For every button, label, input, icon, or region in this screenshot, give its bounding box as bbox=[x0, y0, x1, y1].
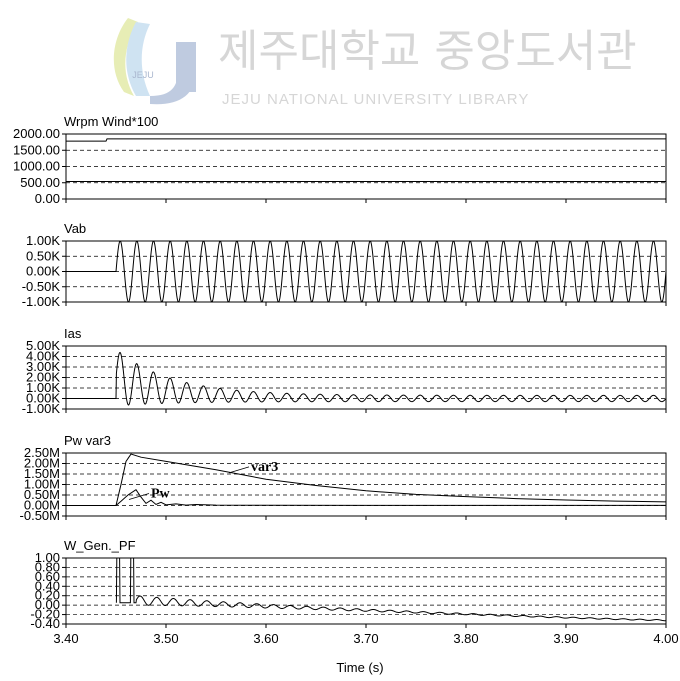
series-line-ias bbox=[66, 351, 666, 406]
y-tick-label: 2.50M bbox=[24, 445, 60, 460]
watermark-english: JEJU NATIONAL UNIVERSITY LIBRARY bbox=[222, 91, 529, 108]
panel-title: Pw var3 bbox=[64, 433, 111, 448]
y-tick-label: 0.80 bbox=[35, 559, 60, 574]
y-tick-label: 0.00 bbox=[35, 597, 60, 612]
y-tick-label: 0.00K bbox=[26, 264, 60, 279]
y-tick-label: 0.20 bbox=[35, 588, 60, 603]
annotation-arrow bbox=[228, 466, 250, 474]
panel-5: W_Gen._PF -0.40-0.200.000.200.400.600.801… bbox=[30, 538, 667, 631]
plot-frame bbox=[65, 133, 667, 200]
y-tick-label: -1.00K bbox=[22, 294, 61, 309]
watermark-korean: 제주대학교 중앙도서관 bbox=[218, 26, 637, 77]
x-tick-label: 3.80 bbox=[453, 631, 478, 646]
y-tick-label: -0.50K bbox=[22, 279, 61, 294]
y-tick-label: 1500.00 bbox=[13, 142, 60, 157]
y-tick-label: -0.50M bbox=[20, 508, 60, 523]
y-tick-label: 3.00K bbox=[26, 359, 60, 374]
y-tick-label: -0.40 bbox=[30, 616, 60, 631]
plot-frame bbox=[65, 557, 667, 625]
y-tick-label: 2.00M bbox=[24, 456, 60, 471]
series-line-var3 bbox=[66, 453, 666, 506]
y-tick-label: 1.50M bbox=[24, 466, 60, 481]
y-tick-label: 1.00M bbox=[24, 477, 60, 492]
annotation-arrow bbox=[128, 493, 150, 500]
y-tick-label: 0.50M bbox=[24, 487, 60, 502]
y-tick-label: 0.00M bbox=[24, 498, 60, 513]
panel-4: Pw var3 -0.50M0.00M0.50M1.00M1.50M2.00M2.… bbox=[20, 433, 667, 523]
x-tick-label: 3.60 bbox=[253, 631, 278, 646]
y-tick-label: 1.00 bbox=[35, 550, 60, 565]
x-axis-label: Time (s) bbox=[336, 660, 383, 675]
y-tick-label: -0.20 bbox=[30, 607, 60, 622]
x-axis: 3.40 3.50 3.60 3.70 3.80 3.90 4.00 bbox=[53, 631, 678, 646]
series-line-pw bbox=[66, 489, 666, 506]
x-tick-label: 4.00 bbox=[653, 631, 678, 646]
y-tick-label: 2000.00 bbox=[13, 126, 60, 141]
x-tick-label: 3.90 bbox=[553, 631, 578, 646]
series-line-vab bbox=[66, 241, 666, 302]
y-tick-label: 1.00K bbox=[26, 380, 60, 395]
annotation-label: var3 bbox=[251, 460, 278, 475]
y-tick-label: 0.60 bbox=[35, 569, 60, 584]
y-tick-label: 5.00K bbox=[26, 338, 60, 353]
y-tick-label: 1.00K bbox=[26, 233, 60, 248]
y-tick-label: 0.00K bbox=[26, 391, 60, 406]
x-tick-label: 3.40 bbox=[53, 631, 78, 646]
panel-title: Wrpm Wind*100 bbox=[64, 114, 158, 129]
annotation-label: Pw bbox=[151, 487, 171, 502]
panel-title: Vab bbox=[64, 221, 86, 236]
y-tick-label: 0.50K bbox=[26, 248, 60, 263]
library-logo-icon: JEJU bbox=[113, 18, 196, 105]
watermark: JEJU 제주대학교 중앙도서관 JEJU NATIONAL UNIVERSIT… bbox=[113, 18, 637, 108]
plot-frame bbox=[65, 452, 667, 517]
series-line-w-gen-pf bbox=[115, 558, 666, 622]
y-tick-label: 2.00K bbox=[26, 370, 60, 385]
x-tick-label: 3.70 bbox=[353, 631, 378, 646]
y-tick-label: -1.00K bbox=[22, 401, 61, 416]
x-tick-label: 3.50 bbox=[153, 631, 178, 646]
y-tick-label: 500.00 bbox=[20, 175, 60, 190]
y-tick-label: 0.00 bbox=[35, 191, 60, 206]
panels: Wrpm Wind*1000.00500.001000.001500.00200… bbox=[13, 114, 667, 631]
y-tick-label: 4.00K bbox=[26, 349, 60, 364]
logo-text: JEJU bbox=[132, 70, 154, 80]
y-tick-label: 0.40 bbox=[35, 578, 60, 593]
panel-title: Ias bbox=[64, 326, 82, 341]
y-tick-label: 1000.00 bbox=[13, 159, 60, 174]
series-line-wrpm bbox=[66, 138, 666, 142]
panel-title: W_Gen._PF bbox=[64, 538, 136, 553]
